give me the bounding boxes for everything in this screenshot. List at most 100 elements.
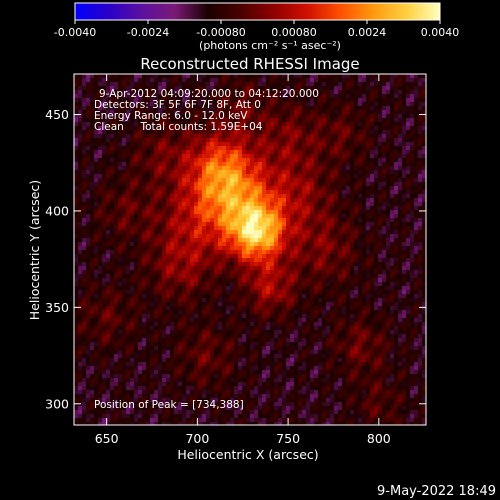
heatmap-cell: [118, 78, 123, 83]
heatmap-cell: [406, 226, 411, 231]
heatmap-cell: [322, 262, 327, 267]
heatmap-cell: [278, 74, 283, 79]
heatmap-cell: [402, 198, 407, 203]
heatmap-cell: [374, 106, 379, 111]
heatmap-cell: [390, 142, 395, 147]
heatmap-cell: [82, 114, 87, 119]
heatmap-cell: [394, 114, 399, 119]
heatmap-cell: [318, 118, 323, 123]
heatmap-cell: [202, 90, 207, 95]
heatmap-cell: [290, 138, 295, 143]
heatmap-cell: [366, 166, 371, 171]
heatmap-cell: [362, 110, 367, 115]
heatmap-cell: [358, 226, 363, 231]
heatmap-cell: [258, 270, 263, 275]
heatmap-cell: [270, 286, 275, 291]
heatmap-cell: [226, 178, 231, 183]
heatmap-cell: [322, 166, 327, 171]
heatmap-cell: [98, 270, 103, 275]
heatmap-cell: [386, 170, 391, 175]
heatmap-cell: [386, 222, 391, 227]
heatmap-cell: [222, 130, 227, 135]
heatmap-cell: [246, 174, 251, 179]
heatmap-cell: [138, 226, 143, 231]
heatmap-cell: [266, 194, 271, 199]
heatmap-cell: [118, 282, 123, 287]
heatmap-cell: [406, 130, 411, 135]
heatmap-cell: [194, 114, 199, 119]
heatmap-cell: [226, 238, 231, 243]
heatmap-cell: [238, 294, 243, 299]
heatmap-cell: [370, 206, 375, 211]
heatmap-cell: [318, 98, 323, 103]
heatmap-cell: [278, 238, 283, 243]
heatmap-cell: [310, 214, 315, 219]
heatmap-cell: [174, 278, 179, 283]
heatmap-cell: [394, 110, 399, 115]
heatmap-cell: [314, 262, 319, 267]
heatmap-cell: [114, 226, 119, 231]
heatmap-cell: [166, 222, 171, 227]
heatmap-cell: [330, 194, 335, 199]
heatmap-cell: [90, 238, 95, 243]
heatmap-cell: [330, 174, 335, 179]
heatmap-cell: [286, 210, 291, 215]
heatmap-cell: [86, 234, 91, 239]
heatmap-cell: [286, 98, 291, 103]
heatmap-cell: [370, 226, 375, 231]
heatmap-cell: [202, 294, 207, 299]
heatmap-cell: [126, 226, 131, 231]
heatmap-cell: [262, 82, 267, 87]
heatmap-cell: [234, 130, 239, 135]
heatmap-cell: [102, 282, 107, 287]
heatmap-cell: [270, 174, 275, 179]
heatmap-cell: [118, 110, 123, 115]
heatmap-cell: [398, 98, 403, 103]
heatmap-cell: [138, 278, 143, 283]
heatmap-cell: [342, 186, 347, 191]
heatmap-cell: [158, 178, 163, 183]
heatmap-cell: [150, 278, 155, 283]
heatmap-cell: [262, 278, 267, 283]
heatmap-cell: [310, 230, 315, 235]
heatmap-cell: [170, 222, 175, 227]
heatmap-cell: [358, 166, 363, 171]
heatmap-cell: [130, 254, 135, 259]
heatmap-cell: [86, 102, 91, 107]
heatmap-cell: [82, 238, 87, 243]
heatmap-cell: [138, 94, 143, 99]
heatmap-cell: [146, 182, 151, 187]
heatmap-cell: [218, 106, 223, 111]
heatmap-cell: [222, 106, 227, 111]
heatmap-cell: [102, 142, 107, 147]
heatmap-cell: [194, 298, 199, 303]
heatmap-cell: [366, 226, 371, 231]
heatmap-cell: [318, 202, 323, 207]
heatmap-cell: [154, 74, 159, 79]
heatmap-cell: [362, 218, 367, 223]
heatmap-cell: [110, 282, 115, 287]
heatmap-cell: [406, 194, 411, 199]
heatmap-cell: [270, 82, 275, 87]
heatmap-cell: [414, 242, 419, 247]
heatmap-cell: [378, 206, 383, 211]
heatmap-cell: [166, 146, 171, 151]
heatmap-cell: [270, 242, 275, 247]
heatmap-cell: [170, 258, 175, 263]
heatmap-cell: [78, 106, 83, 111]
heatmap-cell: [238, 234, 243, 239]
heatmap-cell: [382, 150, 387, 155]
heatmap-cell: [378, 146, 383, 151]
heatmap-cell: [330, 246, 335, 251]
heatmap-cell: [198, 122, 203, 127]
heatmap-cell: [218, 274, 223, 279]
heatmap-cell: [234, 194, 239, 199]
heatmap-cell: [202, 278, 207, 283]
heatmap-cell: [294, 78, 299, 83]
heatmap-cell: [362, 250, 367, 255]
heatmap-cell: [102, 118, 107, 123]
heatmap-cell: [410, 82, 415, 87]
heatmap-cell: [78, 130, 83, 135]
heatmap-cell: [382, 182, 387, 187]
heatmap-cell: [326, 154, 331, 159]
